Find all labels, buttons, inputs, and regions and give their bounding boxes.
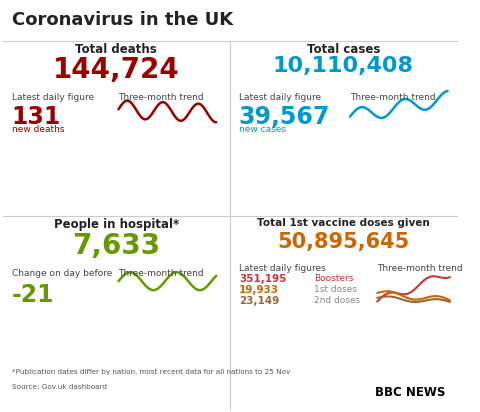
- Text: 144,724: 144,724: [53, 56, 180, 84]
- Text: 2nd doses: 2nd doses: [314, 296, 360, 305]
- Text: 351,195: 351,195: [239, 274, 286, 284]
- Text: Change on day before: Change on day before: [12, 269, 112, 278]
- Text: Latest daily figure: Latest daily figure: [12, 93, 94, 102]
- Text: BBC NEWS: BBC NEWS: [375, 386, 445, 399]
- Text: -21: -21: [12, 283, 54, 307]
- Text: Total 1st vaccine doses given: Total 1st vaccine doses given: [257, 218, 430, 228]
- Text: Coronavirus in the UK: Coronavirus in the UK: [12, 11, 233, 29]
- Text: new deaths: new deaths: [12, 125, 64, 134]
- Text: People in hospital*: People in hospital*: [54, 218, 179, 231]
- Text: Latest daily figure: Latest daily figure: [239, 93, 321, 102]
- Text: 50,895,645: 50,895,645: [277, 232, 409, 253]
- Text: 19,933: 19,933: [239, 285, 279, 295]
- Text: Three-month trend: Three-month trend: [119, 269, 204, 278]
- Text: new cases: new cases: [239, 125, 286, 134]
- Text: Latest daily figures: Latest daily figures: [239, 264, 325, 273]
- Text: *Publication dates differ by nation, most recent data for all nations to 25 Nov: *Publication dates differ by nation, mos…: [12, 370, 290, 375]
- Text: 23,149: 23,149: [239, 296, 279, 306]
- Text: 39,567: 39,567: [239, 105, 330, 129]
- Text: Three-month trend: Three-month trend: [377, 264, 463, 273]
- Text: Total deaths: Total deaths: [75, 43, 157, 56]
- Text: Total cases: Total cases: [307, 43, 380, 56]
- Text: 10,110,408: 10,110,408: [273, 56, 414, 77]
- Text: 1st doses: 1st doses: [314, 285, 357, 294]
- Text: 131: 131: [12, 105, 61, 129]
- Text: Boosters: Boosters: [314, 274, 353, 283]
- Text: Source: Gov.uk dashboard: Source: Gov.uk dashboard: [12, 384, 107, 390]
- Text: Three-month trend: Three-month trend: [119, 93, 204, 102]
- Text: Three-month trend: Three-month trend: [350, 93, 436, 102]
- Text: 7,633: 7,633: [72, 232, 160, 260]
